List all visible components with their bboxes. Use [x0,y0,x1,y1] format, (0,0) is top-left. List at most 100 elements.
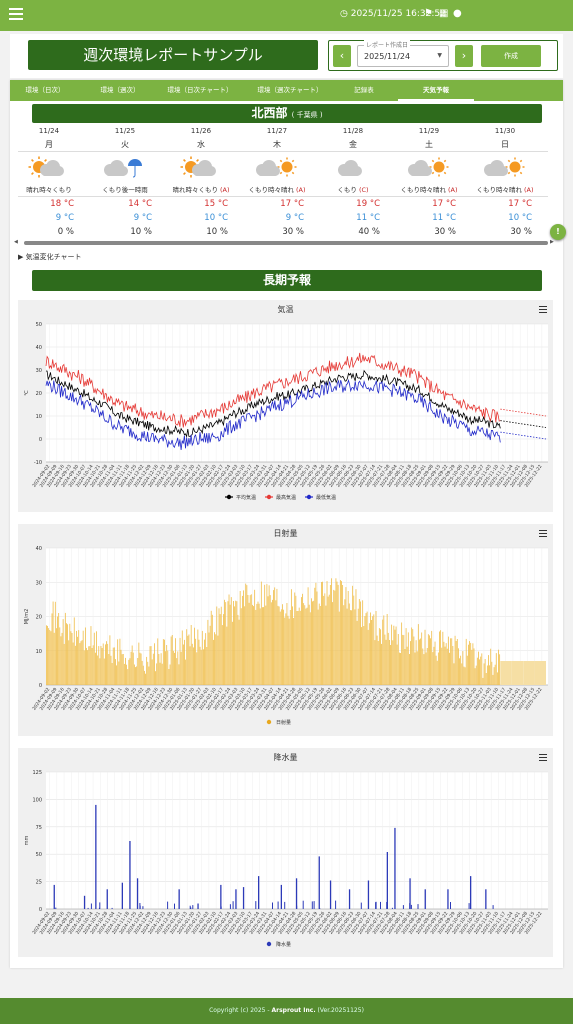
forecast-high-value: 19 [356,199,368,209]
tab-weekly-env[interactable]: 環境（週次） [100,86,140,94]
tab-records[interactable]: 記録表 [354,86,374,94]
bar [60,636,62,685]
tab-daily-chart[interactable]: 環境（日次チャート） [167,86,233,94]
bar [367,880,370,909]
bar [245,583,247,685]
scroll-left-icon[interactable]: ◀ [14,239,18,245]
bar [307,587,309,685]
bar [105,644,106,685]
bar [170,636,172,685]
bar [488,655,489,685]
bar [381,643,382,685]
bar [455,641,457,685]
bar [402,634,404,685]
user-icon[interactable]: ● [453,8,462,19]
bar [468,903,470,909]
bar [150,646,152,685]
bar [492,674,494,685]
bar [382,619,384,685]
bar [380,629,381,685]
bar [289,610,291,685]
y-tick-label: 10 [36,414,42,420]
prev-date-button[interactable]: ‹ [333,45,351,67]
bar [473,648,475,685]
bar [419,639,420,685]
chart-menu-icon[interactable] [539,754,547,763]
bar [349,610,351,685]
report-date-select[interactable]: レポート作成日 2025/11/24 ▼ [357,40,449,67]
forecast-scrollbar[interactable] [24,241,548,245]
bar [235,889,237,909]
bar [325,605,327,685]
bar [265,605,267,685]
scroll-right-icon[interactable]: ▶ [550,239,554,245]
bar [136,666,138,685]
tab-daily-env[interactable]: 環境（日次） [25,86,65,94]
bar [447,636,449,685]
bar [64,612,66,685]
chart-menu-icon[interactable] [539,530,547,539]
bar-series [53,804,494,909]
region-title: 北西部 ( 千葉県 ) [32,104,542,123]
bar-series [46,578,501,685]
chart-menu-icon[interactable] [539,306,547,315]
list-icon[interactable]: ▦ [439,8,449,19]
megaphone-icon[interactable]: ⚑ [424,8,433,19]
bar [288,618,290,685]
bar [472,643,474,685]
bar [417,904,419,909]
bar [485,673,487,685]
legend-item: 最低気温 [305,494,336,501]
info-fab-button[interactable]: ! [550,224,566,240]
tab-weekly-chart[interactable]: 環境（週次チャート） [257,86,323,94]
forecast-rain: 40 % [316,227,380,237]
bar [329,880,332,909]
bar [495,653,497,685]
bar [446,648,448,685]
create-button[interactable]: 作成 [481,45,541,67]
bar [263,607,264,685]
bar [223,614,224,685]
forecast-summary: くもり時々晴れ (A) [392,184,466,194]
temp-chart-expander[interactable]: ▶ 気温変化チャート [18,253,82,261]
bar [196,652,198,685]
bar [142,906,144,909]
bar [394,629,396,685]
tab-weather[interactable]: 天気予報 [398,80,474,101]
bar [459,658,460,685]
bar [201,630,203,685]
legend-item: 最高気温 [265,494,296,501]
bar [384,634,386,685]
rain-chart: 02550751001252024-09-022024-09-092024-09… [24,770,548,948]
bar [460,655,462,685]
bar [230,597,232,685]
menu-icon[interactable] [9,8,23,22]
bar [48,628,50,685]
bar [313,600,315,685]
bar [294,592,296,685]
long-term-title: 長期予報 [32,270,542,291]
bar [363,626,365,685]
bar [482,677,484,685]
bar [426,648,428,685]
next-date-button[interactable]: › [455,45,473,67]
bar [234,606,236,685]
bar [360,601,361,685]
forecast-rain: 10 % [164,227,228,237]
forecast-summary: くもり (C) [316,184,390,194]
bar [463,666,465,685]
tab-bar: 環境（日次） 環境（週次） 環境（日次チャート） 環境（週次チャート） 記録表 … [10,80,563,101]
bar [412,629,414,685]
bar [135,667,136,685]
bar [89,646,91,685]
bar [373,614,375,685]
bar [279,611,281,685]
bar [224,599,225,685]
unit-label: °C [217,213,228,223]
footer-brand[interactable]: Arsprout Inc. [271,1007,316,1014]
y-tick-label: 25 [36,880,42,886]
bar [218,608,220,685]
bar [378,628,380,685]
forecast-date: 11/26 [190,127,212,135]
legend-label: 最低気温 [316,494,336,501]
